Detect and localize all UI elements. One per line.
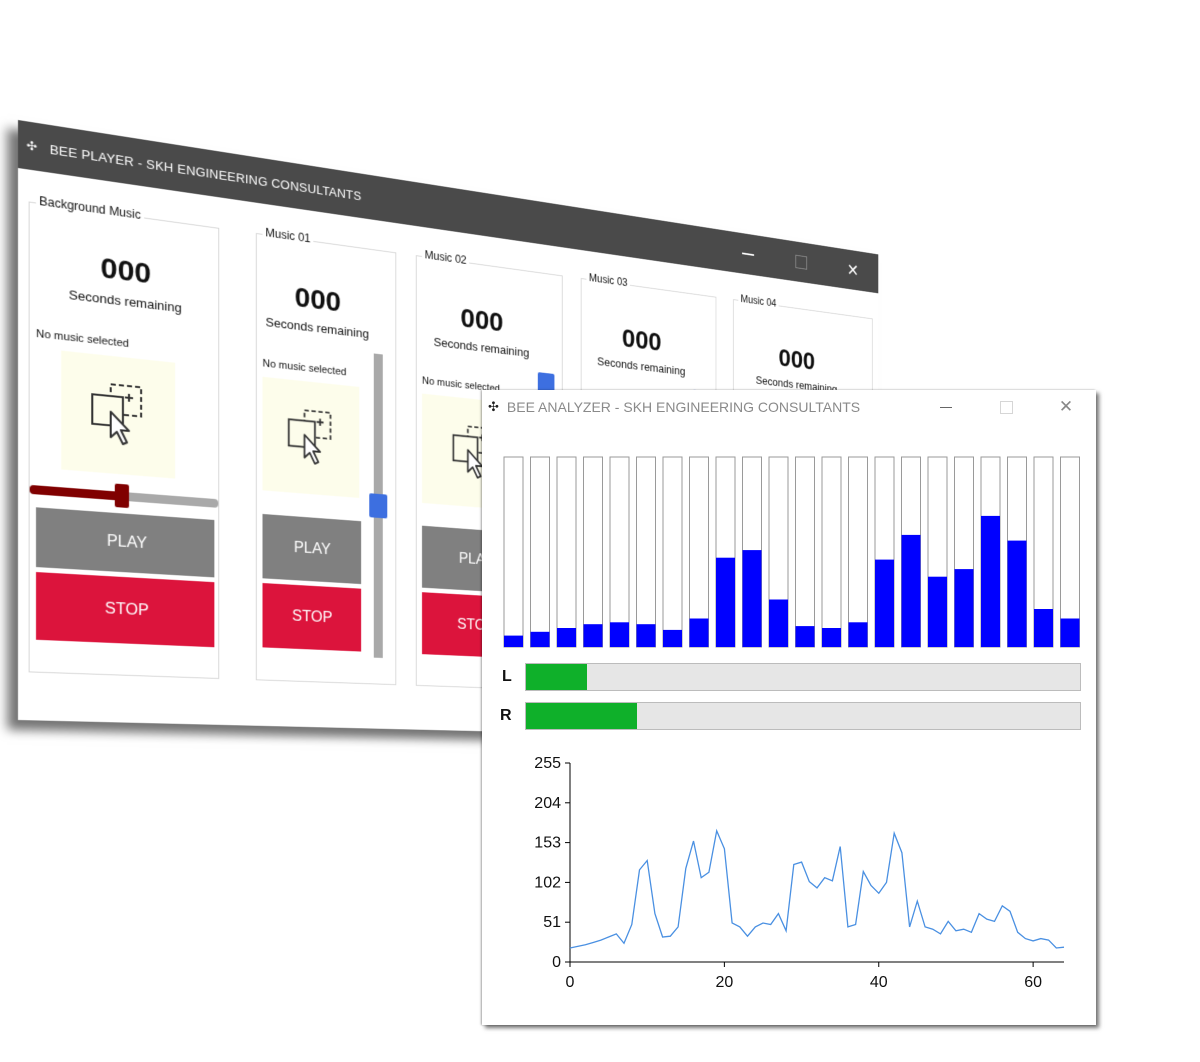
spectrum-bar bbox=[610, 622, 629, 647]
minimize-button[interactable] bbox=[916, 390, 976, 424]
group-music-01: Music 01 000 Seconds remaining No music … bbox=[255, 225, 397, 686]
bee-analyzer-window: ✣ BEE ANALYZER - SKH ENGINEERING CONSULT… bbox=[482, 390, 1096, 1025]
spectrum-bar bbox=[954, 569, 974, 647]
bee-player-window: ✣ BEE PLAYER - SKH ENGINEERING CONSULTAN… bbox=[18, 120, 879, 741]
spectrum-bar bbox=[530, 631, 550, 647]
right-channel-label: R bbox=[500, 707, 512, 724]
close-icon: ✕ bbox=[847, 260, 859, 281]
spectrum-bar bbox=[1034, 609, 1053, 647]
right-level-fill bbox=[526, 703, 637, 729]
spectrum-bar bbox=[636, 624, 656, 647]
group-label: Music 01 bbox=[262, 225, 314, 246]
spectrum-bar bbox=[742, 550, 762, 647]
group-background-music: Background Music 000 Seconds remaining N… bbox=[28, 193, 220, 679]
bee-icon: ✣ bbox=[26, 138, 38, 154]
y-tick-label: 255 bbox=[534, 755, 561, 772]
spectrum-bar-frame bbox=[530, 456, 550, 648]
spectrum-bar bbox=[557, 628, 576, 647]
spectrum-bar bbox=[928, 576, 947, 647]
waveform-line-chart: 0 51 102 153 204 255 0 20 40 60 bbox=[534, 755, 1065, 991]
spectrum-bar bbox=[504, 635, 523, 647]
spectrum-bar-frame bbox=[795, 456, 815, 648]
spectrum-bar-frame bbox=[609, 456, 630, 648]
x-tick-label: 60 bbox=[1024, 974, 1042, 991]
drop-file-icon bbox=[285, 406, 337, 469]
volume-thumb[interactable] bbox=[115, 483, 130, 509]
bee-icon: ✣ bbox=[488, 399, 499, 414]
volume-thumb[interactable] bbox=[369, 493, 388, 519]
spectrum-bar bbox=[795, 626, 815, 647]
status-text: No music selected bbox=[262, 357, 347, 379]
spectrum-bar bbox=[1060, 618, 1080, 647]
spectrum-bar bbox=[901, 534, 921, 647]
minimize-icon bbox=[940, 406, 952, 408]
y-tick-label: 0 bbox=[552, 954, 561, 971]
volume-fill bbox=[29, 484, 123, 501]
player-title: BEE PLAYER - SKH ENGINEERING CONSULTANTS bbox=[49, 141, 362, 203]
spectrum-bar bbox=[716, 557, 735, 647]
drop-file-icon bbox=[88, 380, 149, 450]
music-groups: Background Music 000 Seconds remaining N… bbox=[28, 193, 873, 724]
x-tick-label: 40 bbox=[870, 974, 888, 991]
drop-zone[interactable] bbox=[262, 376, 360, 498]
close-button[interactable]: ✕ bbox=[1036, 390, 1096, 424]
spectrum-bar bbox=[689, 618, 709, 647]
left-channel-label: L bbox=[502, 668, 512, 685]
maximize-icon bbox=[999, 400, 1013, 414]
play-button[interactable]: PLAY bbox=[36, 507, 215, 578]
spectrum-bar-frame bbox=[636, 456, 656, 648]
stop-button[interactable]: STOP bbox=[36, 572, 215, 648]
maximize-button[interactable] bbox=[976, 390, 1036, 424]
spectrum-bar-frame bbox=[848, 456, 868, 648]
minimize-button[interactable] bbox=[721, 230, 775, 278]
spectrum-bar-frame bbox=[821, 456, 842, 648]
maximize-icon bbox=[795, 254, 808, 270]
right-channel-meter bbox=[525, 702, 1081, 730]
left-level-fill bbox=[526, 664, 587, 690]
group-label: Music 02 bbox=[422, 247, 470, 268]
spectrum-bar bbox=[875, 559, 894, 647]
y-tick-label: 102 bbox=[534, 874, 561, 891]
x-tick-label: 20 bbox=[715, 974, 733, 991]
y-tick-label: 204 bbox=[534, 795, 561, 812]
stop-button[interactable]: STOP bbox=[262, 583, 362, 652]
spectrum-bar-chart bbox=[503, 456, 1080, 648]
group-label: Music 04 bbox=[738, 292, 779, 310]
x-tick-label: 0 bbox=[566, 974, 575, 991]
spectrum-bar bbox=[848, 622, 868, 647]
y-tick-label: 153 bbox=[534, 835, 561, 852]
close-button[interactable]: ✕ bbox=[827, 246, 878, 293]
left-channel-meter bbox=[525, 663, 1081, 691]
analyzer-titlebar: ✣ BEE ANALYZER - SKH ENGINEERING CONSULT… bbox=[482, 390, 1096, 424]
maximize-button[interactable] bbox=[775, 238, 827, 286]
spectrum-bar bbox=[663, 629, 682, 647]
spectrum-bar bbox=[981, 515, 1000, 647]
spectrum-bar bbox=[1007, 540, 1027, 647]
group-label: Background Music bbox=[36, 193, 144, 223]
spectrum-bar bbox=[769, 599, 788, 647]
y-tick-label: 51 bbox=[543, 914, 561, 931]
analyzer-title: BEE ANALYZER - SKH ENGINEERING CONSULTAN… bbox=[506, 399, 861, 415]
spectrum-bar-frame bbox=[503, 456, 524, 648]
group-label: Music 03 bbox=[586, 270, 630, 290]
play-button[interactable]: PLAY bbox=[262, 513, 362, 585]
series-line bbox=[569, 828, 1065, 949]
spectrum-bar bbox=[822, 628, 841, 647]
spectrum-bar-frame bbox=[556, 456, 577, 648]
spectrum-bar-frame bbox=[662, 456, 683, 648]
status-text: No music selected bbox=[36, 327, 129, 351]
drop-zone[interactable] bbox=[61, 350, 176, 479]
spectrum-bar-frame bbox=[583, 456, 603, 648]
spectrum-bar bbox=[583, 624, 603, 647]
minimize-icon bbox=[742, 252, 755, 256]
close-icon: ✕ bbox=[1058, 397, 1074, 416]
